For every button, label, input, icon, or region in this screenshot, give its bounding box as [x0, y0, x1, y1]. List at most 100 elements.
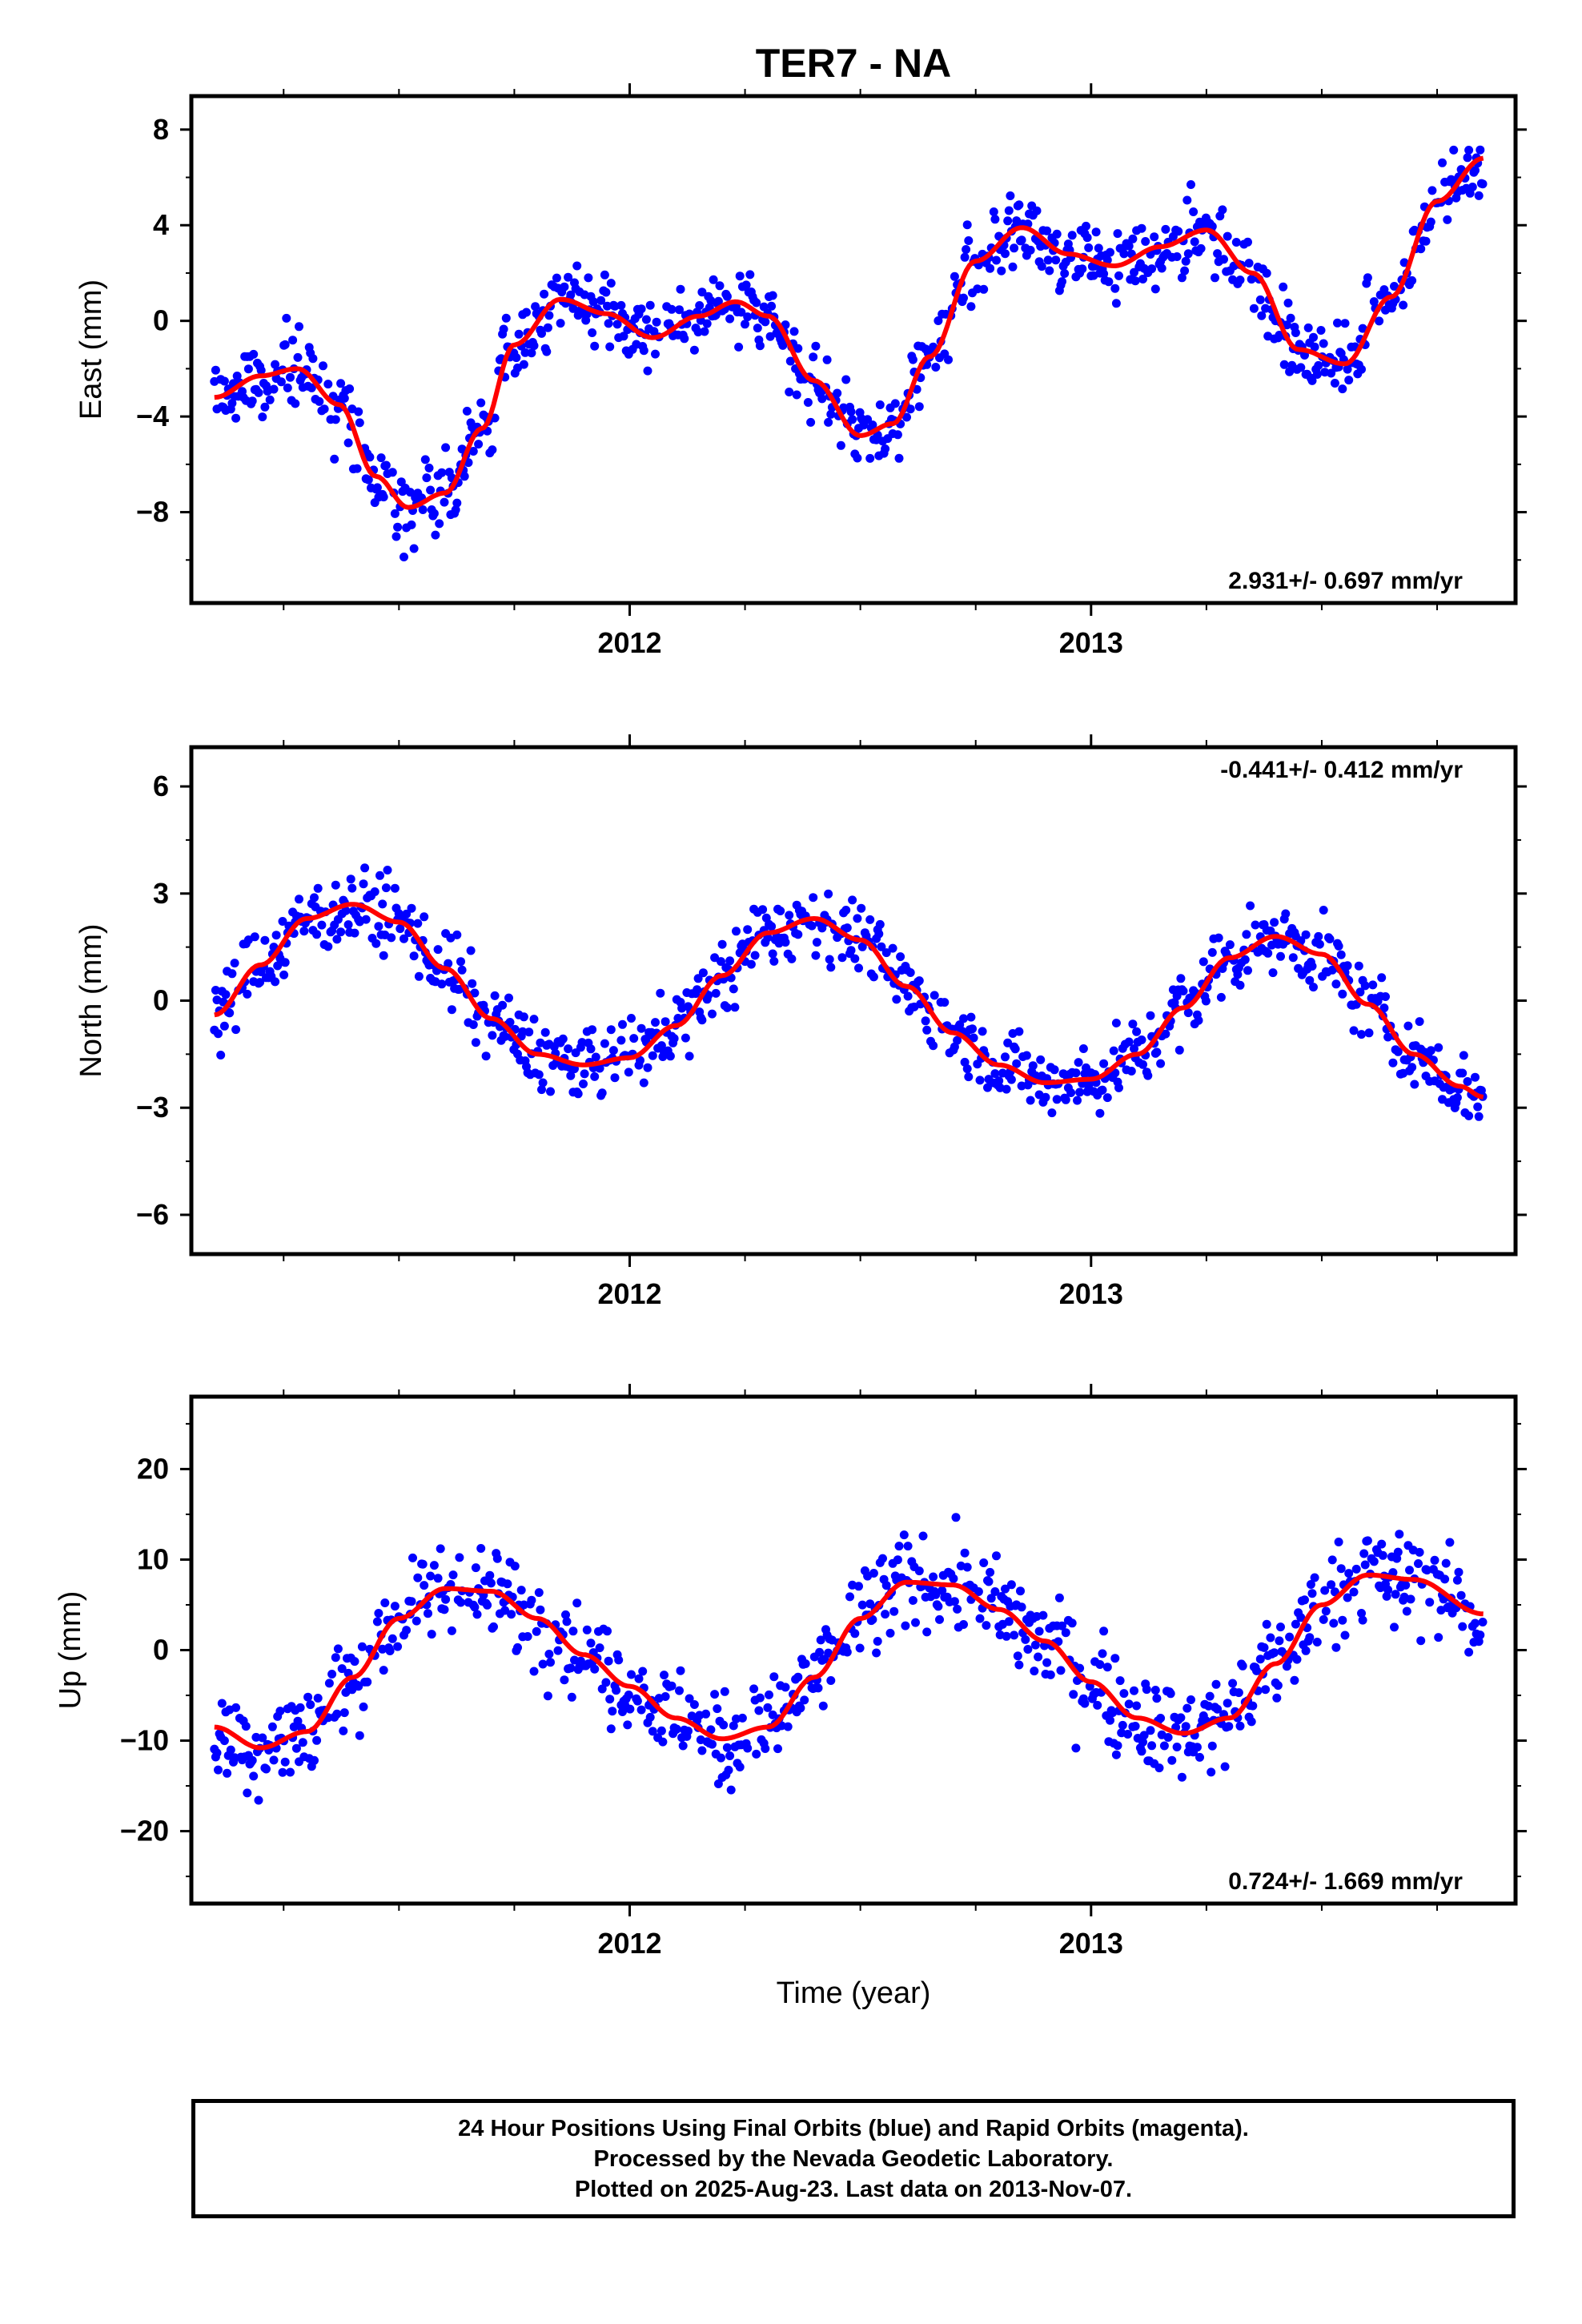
up-data-point: [1061, 1628, 1070, 1638]
east-data-point: [451, 505, 460, 515]
up-data-point: [743, 1743, 753, 1753]
north-data-point: [877, 942, 886, 951]
up-data-point: [1195, 1752, 1204, 1762]
east-data-point: [1181, 256, 1191, 266]
up-data-point: [1266, 1633, 1275, 1642]
east-data-point: [1010, 243, 1019, 253]
up-data-point: [1156, 1714, 1166, 1723]
east-data-point: [1316, 326, 1326, 335]
up-data-point: [719, 1720, 729, 1730]
up-data-point: [1220, 1762, 1230, 1771]
up-data-point: [374, 1609, 383, 1618]
north-data-point: [841, 906, 851, 915]
north-data-point: [387, 933, 396, 943]
up-data-point: [826, 1676, 836, 1685]
east-data-point: [1357, 364, 1366, 374]
up-data-point: [1464, 1647, 1474, 1657]
east-data-point: [247, 396, 257, 406]
east-data-point: [1042, 226, 1052, 235]
east-data-point: [822, 355, 832, 364]
north-y-tick-label: 0: [153, 984, 169, 1017]
north-data-point: [219, 997, 228, 1007]
up-data-point: [845, 1592, 854, 1602]
east-data-point: [319, 404, 329, 414]
up-data-point: [212, 1748, 222, 1758]
north-data-point: [1041, 1092, 1050, 1102]
north-data-point: [994, 1076, 1004, 1086]
north-data-point: [336, 927, 346, 937]
east-data-point: [1463, 153, 1472, 163]
up-data-point: [1454, 1567, 1464, 1577]
up-data-point: [1255, 1655, 1265, 1664]
east-data-point: [286, 372, 295, 382]
east-data-point: [601, 287, 611, 297]
east-data-point: [288, 336, 298, 345]
up-data-point: [1098, 1649, 1107, 1659]
east-data-point: [488, 445, 497, 455]
east-data-point: [343, 438, 353, 448]
up-data-point: [447, 1626, 456, 1635]
up-data-point: [560, 1675, 569, 1685]
east-data-point: [992, 255, 1001, 265]
north-data-point: [1199, 957, 1208, 967]
east-data-point: [474, 440, 484, 449]
up-data-point: [881, 1581, 891, 1590]
up-data-point: [1291, 1619, 1300, 1629]
north-data-point: [1152, 1047, 1162, 1057]
up-data-point: [1139, 1731, 1149, 1740]
east-data-point: [826, 409, 836, 419]
up-data-point: [507, 1610, 516, 1619]
north-data-point: [722, 1003, 732, 1012]
north-data-point: [409, 951, 419, 961]
east-data-point: [667, 304, 677, 314]
up-data-point: [1006, 1580, 1016, 1590]
east-data-point: [934, 316, 943, 325]
east-data-point: [643, 366, 652, 376]
up-data-point: [231, 1703, 241, 1712]
east-data-point: [1338, 384, 1347, 394]
east-data-point: [846, 407, 856, 416]
up-y-tick-label: −20: [120, 1815, 169, 1848]
north-y-tick-label: −3: [136, 1091, 169, 1124]
north-data-point: [781, 938, 790, 947]
north-rate-annotation: -0.441+/- 0.412 mm/yr: [1220, 757, 1463, 783]
north-data-point: [850, 954, 860, 963]
up-data-point: [1211, 1679, 1221, 1689]
north-data-point: [708, 1009, 717, 1019]
up-data-point: [1276, 1622, 1285, 1632]
north-data-point: [1315, 939, 1324, 949]
east-data-point: [1180, 266, 1190, 275]
north-data-point: [1270, 918, 1279, 927]
east-data-point: [584, 273, 593, 283]
east-data-point: [817, 394, 827, 404]
east-data-point: [596, 296, 606, 305]
up-data-point: [456, 1598, 465, 1607]
north-data-point: [343, 920, 353, 930]
east-panel: 8 4 0 −4 −8 2012 2013 East (mm) 2.931+/- 0.697 m…: [74, 83, 1527, 659]
east-data-point: [352, 464, 362, 473]
up-data-point: [929, 1572, 938, 1582]
east-data-point: [520, 348, 530, 357]
east-data-point: [1312, 370, 1322, 379]
up-data-point: [717, 1753, 725, 1763]
up-data-point: [960, 1548, 970, 1558]
north-data-point: [371, 939, 381, 948]
north-data-point: [1174, 1045, 1184, 1055]
up-data-point: [561, 1610, 570, 1619]
up-data-point: [1071, 1743, 1081, 1753]
north-data-point: [447, 1005, 456, 1015]
east-data-point: [1247, 275, 1256, 284]
up-data-point: [911, 1618, 920, 1627]
up-data-point: [660, 1671, 669, 1680]
north-data-point: [785, 911, 794, 920]
up-data-point: [1369, 1557, 1379, 1566]
north-data-point: [1309, 983, 1318, 992]
up-data-point: [1119, 1689, 1129, 1699]
up-data-point: [1478, 1618, 1488, 1626]
north-data-point: [697, 1015, 707, 1025]
east-data-point: [619, 332, 628, 341]
north-data-point: [969, 1033, 978, 1043]
footer-line-processed: Processed by the Nevada Geodetic Laborat…: [593, 2145, 1114, 2172]
east-data-point: [1314, 360, 1323, 370]
east-data-point: [537, 328, 546, 338]
